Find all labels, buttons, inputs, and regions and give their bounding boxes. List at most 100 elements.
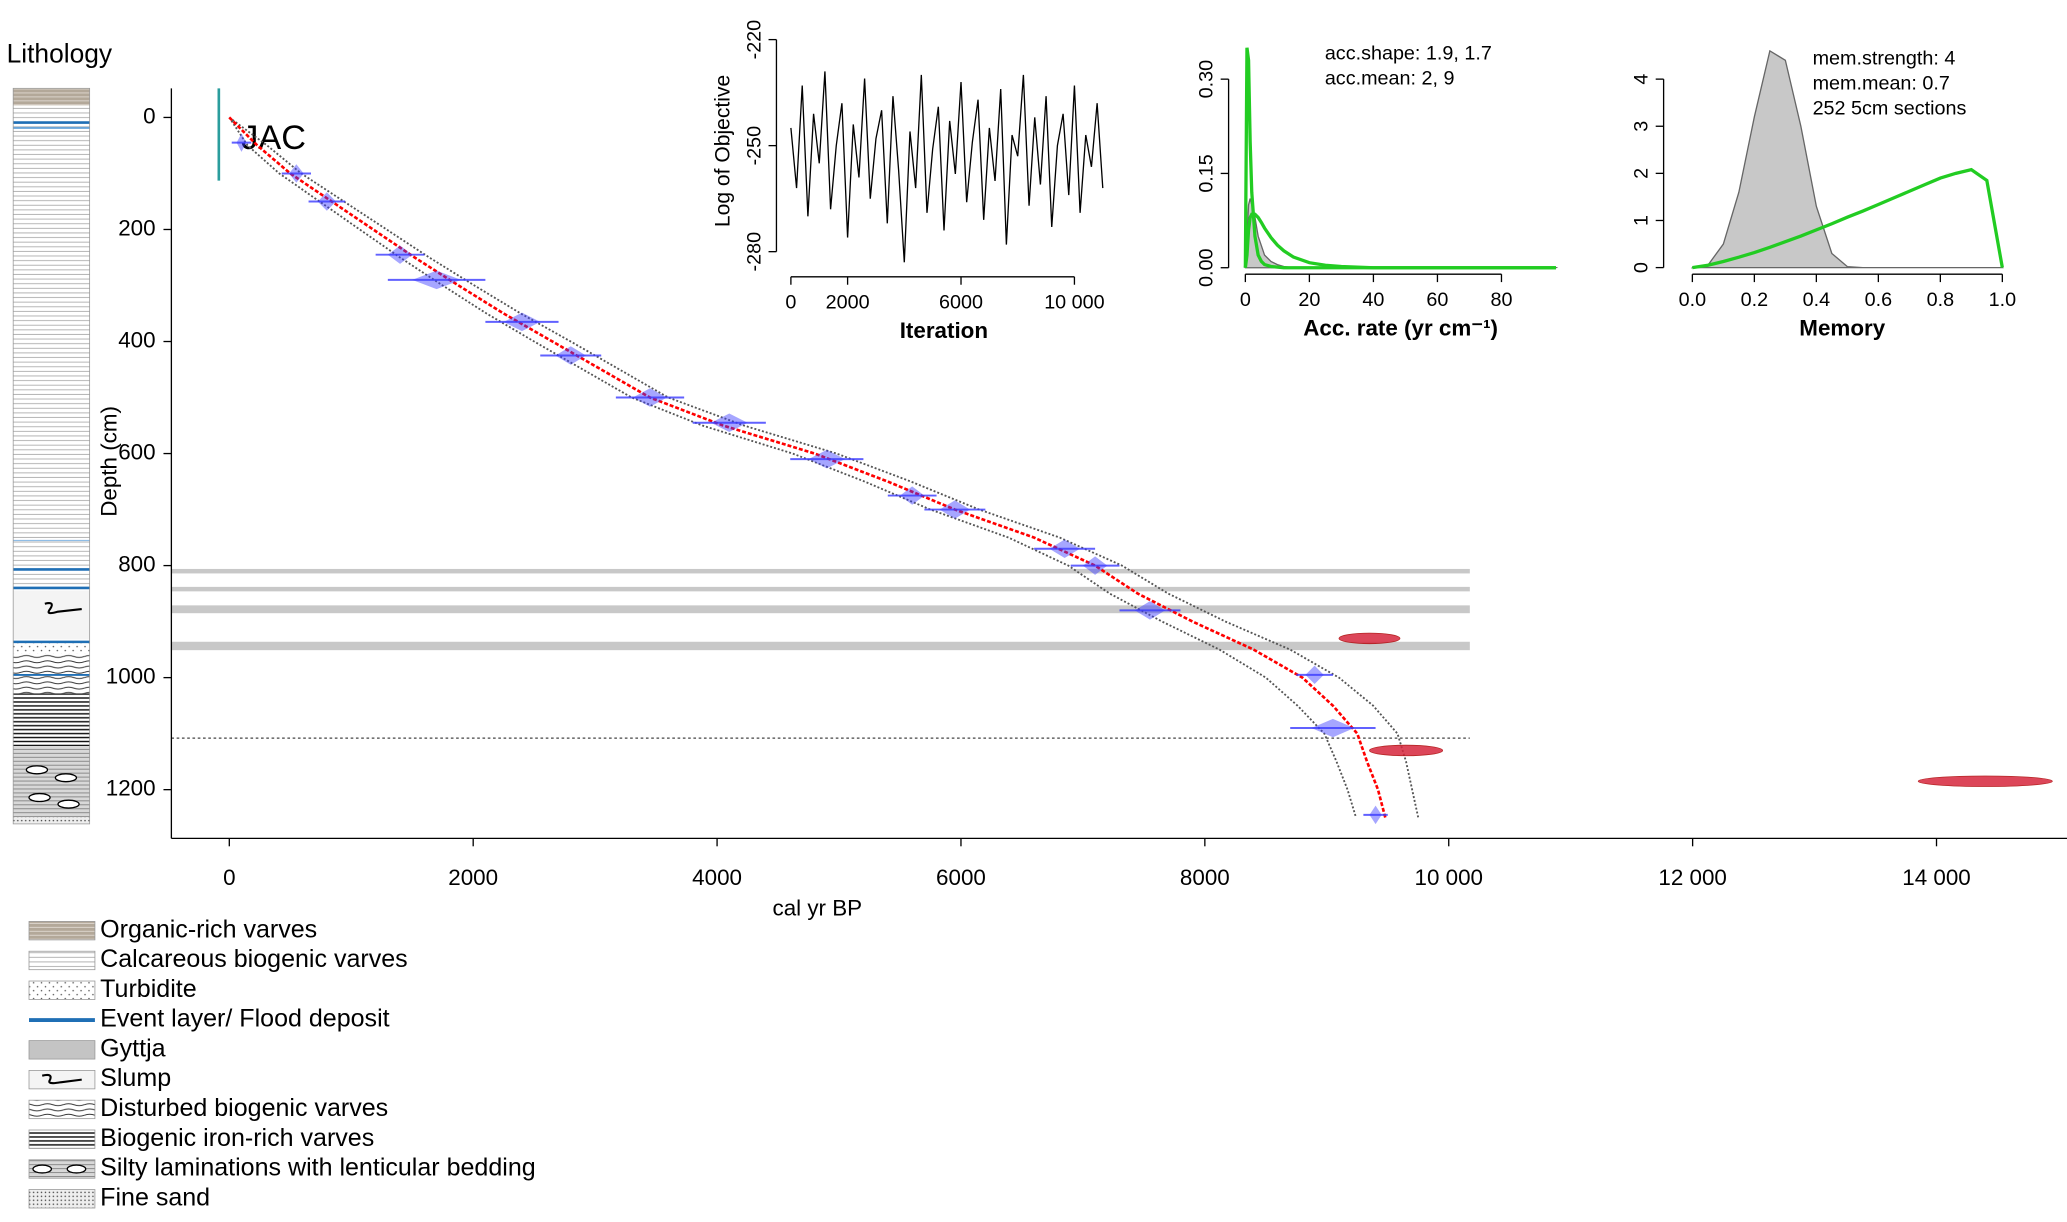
legend-swatch bbox=[28, 980, 96, 1000]
gyttja-band bbox=[171, 605, 1470, 614]
legend-swatch bbox=[66, 1164, 87, 1174]
date-probability bbox=[899, 486, 925, 505]
legend-swatch bbox=[28, 1159, 96, 1179]
date-probability bbox=[387, 245, 413, 264]
date-probability bbox=[1369, 805, 1382, 825]
y-tick-label: 0 bbox=[1631, 262, 1653, 273]
x-tick-label: 0.8 bbox=[1927, 289, 1954, 311]
date-probability bbox=[503, 312, 541, 332]
density-line bbox=[1692, 167, 2004, 270]
annotation: acc.mean: 2, 9 bbox=[1325, 67, 1455, 89]
y-tick-label: 0.30 bbox=[1196, 60, 1218, 98]
x-tick-label: 0.2 bbox=[1741, 289, 1768, 311]
date-probability bbox=[632, 388, 668, 407]
legend-label: Turbidite bbox=[100, 975, 196, 1003]
x-axis-label: cal yr BP bbox=[773, 896, 863, 921]
turbidite-layer bbox=[13, 643, 90, 654]
legend-label: Gyttja bbox=[100, 1034, 165, 1062]
x-tick-label: 80 bbox=[1490, 289, 1512, 311]
legend-label: Slump bbox=[100, 1064, 171, 1092]
y-tick-label: -250 bbox=[744, 126, 766, 166]
gyttja-band bbox=[171, 641, 1470, 651]
x-axis-label: Memory bbox=[1799, 315, 1885, 340]
legend-swatch bbox=[28, 1099, 96, 1120]
y-tick-label: 4 bbox=[1631, 74, 1653, 85]
column-outline bbox=[12, 87, 91, 825]
x-tick-label: 0 bbox=[223, 865, 235, 890]
x-tick-label: 0 bbox=[785, 291, 796, 313]
x-tick-label: 10 000 bbox=[1414, 865, 1482, 890]
x-tick-label: 10 000 bbox=[1044, 291, 1104, 313]
gyttja-band bbox=[171, 568, 1470, 574]
lens bbox=[25, 765, 49, 775]
legend-label: Disturbed biogenic varves bbox=[100, 1094, 388, 1122]
date-probability bbox=[1082, 556, 1108, 575]
x-tick-label: 40 bbox=[1362, 289, 1384, 311]
outlier-date bbox=[1338, 632, 1401, 645]
x-axis-label: Iteration bbox=[900, 318, 988, 343]
x-tick-label: 14 000 bbox=[1902, 865, 1970, 890]
gyttja-band bbox=[171, 586, 1470, 592]
x-tick-label: 0 bbox=[1240, 289, 1251, 311]
legend-label: Biogenic iron-rich varves bbox=[100, 1124, 374, 1152]
date-probability bbox=[808, 449, 846, 469]
x-tick-label: 4000 bbox=[692, 865, 742, 890]
legend-swatch bbox=[28, 1040, 96, 1060]
x-tick-label: 2000 bbox=[826, 291, 870, 313]
y-axis-label: Depth (cm) bbox=[97, 406, 122, 517]
y-tick-label: 0.15 bbox=[1196, 154, 1218, 192]
y-tick-label: 600 bbox=[118, 439, 155, 464]
y-tick-label: -280 bbox=[744, 232, 766, 272]
y-tick-label: 0 bbox=[143, 103, 155, 128]
y-tick-label: 2 bbox=[1631, 168, 1653, 179]
legend-swatch bbox=[28, 1189, 96, 1209]
legend-swatch bbox=[28, 1070, 96, 1090]
legend-swatch bbox=[28, 921, 96, 941]
legend-swatch bbox=[32, 1164, 53, 1174]
density-line bbox=[1243, 212, 1556, 270]
legend-swatch bbox=[41, 1073, 82, 1085]
y-tick-label: 1 bbox=[1631, 215, 1653, 226]
y-tick-label: 800 bbox=[118, 552, 155, 577]
calc-layer bbox=[13, 105, 90, 591]
x-tick-label: 0.6 bbox=[1865, 289, 1892, 311]
date-probability bbox=[710, 413, 748, 432]
legend-label: Event layer/ Flood deposit bbox=[100, 1005, 389, 1033]
series-line bbox=[790, 71, 1104, 263]
lens bbox=[28, 792, 51, 803]
x-tick-label: 60 bbox=[1426, 289, 1448, 311]
series-line bbox=[228, 116, 1420, 818]
date-probability bbox=[939, 500, 971, 519]
density-area bbox=[1691, 49, 2003, 269]
annotation: 252 5cm sections bbox=[1813, 98, 1967, 120]
x-tick-label: 12 000 bbox=[1658, 865, 1726, 890]
legend-swatch bbox=[28, 1129, 96, 1149]
annotation: mem.strength: 4 bbox=[1813, 48, 1956, 70]
y-tick-label: 1200 bbox=[106, 776, 156, 801]
y-tick-label: -220 bbox=[744, 20, 766, 60]
date-probability bbox=[317, 192, 337, 211]
lens bbox=[54, 773, 78, 783]
legend-label: Silty laminations with lenticular beddin… bbox=[100, 1154, 536, 1182]
outlier-date bbox=[1917, 775, 2053, 787]
x-tick-label: 6000 bbox=[939, 291, 983, 313]
y-tick-label: 1000 bbox=[106, 664, 156, 689]
disturbed-layer bbox=[13, 653, 90, 694]
annotation: acc.shape: 1.9, 1.7 bbox=[1325, 42, 1492, 64]
x-tick-label: 0.0 bbox=[1679, 289, 1706, 311]
silty-layer bbox=[13, 746, 90, 818]
x-tick-label: 8000 bbox=[1180, 865, 1230, 890]
y-tick-label: 200 bbox=[118, 215, 155, 240]
x-tick-label: 20 bbox=[1298, 289, 1320, 311]
series-line bbox=[228, 116, 1387, 819]
x-tick-label: 1.0 bbox=[1989, 289, 2016, 311]
y-tick-label: 3 bbox=[1631, 121, 1653, 132]
lithology-title: Lithology bbox=[7, 38, 113, 68]
date-probability bbox=[1049, 539, 1080, 559]
lithology-column bbox=[12, 87, 91, 825]
iron-layer bbox=[13, 693, 90, 747]
x-tick-label: 6000 bbox=[936, 865, 986, 890]
x-tick-label: 2000 bbox=[448, 865, 498, 890]
